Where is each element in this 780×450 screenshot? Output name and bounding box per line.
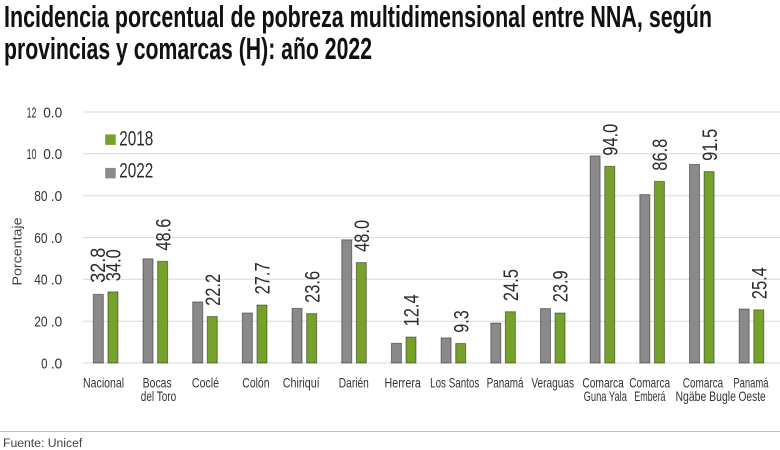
svg-text:9.3: 9.3 [449, 310, 473, 333]
svg-text:Chiriquí: Chiriquí [283, 376, 320, 391]
svg-text:10: 10 [27, 146, 37, 163]
svg-text:27.7: 27.7 [251, 262, 275, 294]
svg-text:22.2: 22.2 [201, 274, 225, 306]
svg-text:23.9: 23.9 [549, 270, 573, 302]
svg-text:del Toro: del Toro [141, 389, 177, 404]
svg-text:Oeste: Oeste [739, 389, 766, 404]
svg-text:Comarca: Comarca [683, 376, 724, 391]
svg-text:.0: .0 [51, 314, 63, 331]
svg-text:94.0: 94.0 [598, 124, 622, 156]
svg-text:Darién: Darién [339, 376, 369, 391]
svg-text:Coclé: Coclé [192, 376, 219, 391]
svg-text:2018: 2018 [119, 126, 153, 150]
svg-text:0.0: 0.0 [43, 146, 62, 163]
svg-text:Emberá: Emberá [634, 389, 665, 404]
svg-text:Comarca: Comarca [629, 376, 670, 391]
svg-text:12: 12 [27, 104, 37, 121]
svg-text:12.4: 12.4 [400, 294, 424, 326]
svg-text:34.0: 34.0 [102, 249, 126, 281]
svg-text:23.6: 23.6 [300, 271, 324, 303]
svg-text:.0: .0 [51, 355, 63, 372]
svg-text:0.0: 0.0 [43, 104, 62, 121]
svg-text:Ngäbe Bugle: Ngäbe Bugle [675, 389, 736, 404]
svg-text:.0: .0 [51, 188, 63, 205]
svg-text:Panamá: Panamá [733, 376, 768, 391]
svg-text:86.8: 86.8 [648, 139, 672, 171]
svg-text:20: 20 [34, 314, 47, 331]
svg-text:91.5: 91.5 [698, 129, 722, 161]
svg-text:.0: .0 [51, 230, 63, 247]
svg-text:2022: 2022 [119, 158, 153, 182]
svg-text:.0: .0 [51, 272, 63, 289]
svg-text:Veraguas: Veraguas [531, 376, 574, 391]
svg-text:60: 60 [34, 230, 47, 247]
svg-text:Panamá: Panamá [487, 376, 524, 391]
svg-text:Los Santos: Los Santos [430, 376, 479, 391]
svg-text:Incidencia porcentual de pobre: Incidencia porcentual de pobreza multidi… [4, 0, 712, 34]
svg-text:provincias y comarcas (H): año: provincias y comarcas (H): año 2022 [4, 31, 372, 66]
svg-text:24.5: 24.5 [499, 269, 523, 301]
svg-text:Guna Yala: Guna Yala [584, 389, 628, 404]
svg-text:Porcentaje: Porcentaje [10, 218, 25, 286]
svg-text:Nacional: Nacional [83, 376, 124, 391]
svg-text:Comarca: Comarca [582, 376, 624, 391]
svg-text:40: 40 [34, 272, 47, 289]
svg-text:Bocas: Bocas [143, 376, 172, 391]
svg-text:48.6: 48.6 [151, 219, 175, 251]
svg-text:Fuente: Unicef: Fuente: Unicef [3, 436, 83, 450]
svg-text:32.8: 32.8 [86, 248, 110, 283]
svg-text:0: 0 [41, 355, 47, 372]
svg-text:25.4: 25.4 [747, 267, 771, 299]
svg-text:Herrera: Herrera [385, 376, 422, 391]
svg-text:Colón: Colón [242, 376, 269, 391]
svg-text:48.0: 48.0 [350, 220, 374, 252]
svg-text:80: 80 [34, 188, 47, 205]
